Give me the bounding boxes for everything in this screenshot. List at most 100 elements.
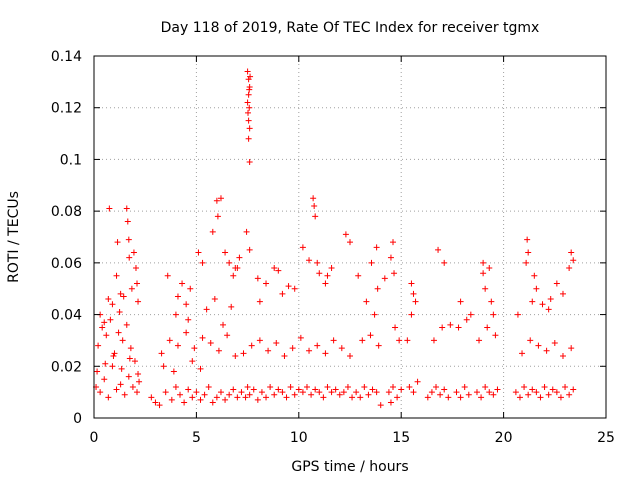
data-point <box>390 239 397 246</box>
data-point <box>245 91 252 98</box>
data-point <box>412 298 419 305</box>
data-point <box>207 340 214 347</box>
data-point <box>195 249 202 256</box>
data-point <box>256 298 263 305</box>
data-point <box>113 386 120 393</box>
data-point <box>320 394 327 401</box>
data-point <box>539 301 546 308</box>
data-point <box>512 389 519 396</box>
data-point <box>562 383 569 390</box>
data-point <box>494 386 501 393</box>
data-point <box>545 306 552 313</box>
data-point <box>116 308 123 315</box>
data-point <box>363 298 370 305</box>
data-point <box>275 386 282 393</box>
data-point <box>394 394 401 401</box>
data-point <box>117 290 124 297</box>
data-point <box>105 296 112 303</box>
data-point <box>215 347 222 354</box>
data-point <box>359 337 366 344</box>
data-point <box>95 342 102 349</box>
data-point <box>406 383 413 390</box>
data-point <box>396 337 403 344</box>
data-point <box>330 337 337 344</box>
data-point <box>222 249 229 256</box>
data-point <box>228 303 235 310</box>
data-point <box>245 135 252 142</box>
data-point <box>328 389 335 396</box>
data-point <box>344 383 351 390</box>
data-point <box>486 389 493 396</box>
data-point <box>127 345 134 352</box>
data-point <box>271 391 278 398</box>
data-point <box>246 391 253 398</box>
data-points <box>93 68 577 409</box>
data-point <box>246 246 253 253</box>
data-point <box>160 363 167 370</box>
data-point <box>126 254 133 261</box>
data-point <box>199 334 206 341</box>
data-point <box>324 383 331 390</box>
data-point <box>447 321 454 328</box>
data-point <box>101 319 108 326</box>
data-point <box>347 239 353 246</box>
x-tick-label: 25 <box>597 430 615 446</box>
data-point <box>355 272 362 279</box>
data-point <box>109 363 116 370</box>
data-point <box>490 311 497 318</box>
data-point <box>375 342 382 349</box>
data-point <box>338 345 345 352</box>
data-point <box>183 329 190 336</box>
data-point <box>281 352 288 359</box>
data-point <box>254 396 261 403</box>
data-point <box>553 280 560 287</box>
data-point <box>527 337 534 344</box>
data-point <box>523 259 530 266</box>
x-axis-label: GPS time / hours <box>291 459 408 475</box>
data-point <box>410 389 417 396</box>
data-point <box>111 350 118 357</box>
data-point <box>179 280 186 287</box>
data-point <box>238 389 245 396</box>
data-point <box>361 383 368 390</box>
data-point <box>480 259 487 266</box>
data-point <box>570 257 577 264</box>
data-point <box>308 391 315 398</box>
data-point <box>365 391 372 398</box>
data-point <box>134 280 141 287</box>
data-point <box>201 391 208 398</box>
data-point <box>519 350 526 357</box>
data-point <box>117 381 124 388</box>
data-point <box>391 270 398 277</box>
data-point <box>559 352 566 359</box>
data-point <box>353 389 360 396</box>
data-point <box>168 396 175 403</box>
data-point <box>217 195 224 202</box>
data-point <box>514 311 521 318</box>
data-point <box>316 270 323 277</box>
data-point <box>295 386 302 393</box>
data-point <box>263 394 270 401</box>
data-point <box>349 394 356 401</box>
data-point <box>243 228 250 235</box>
data-point <box>130 249 137 256</box>
data-point <box>541 383 548 390</box>
data-point <box>525 391 532 398</box>
x-tick-label: 10 <box>290 430 308 446</box>
data-point <box>529 298 536 305</box>
data-point <box>322 350 329 357</box>
data-point <box>316 389 323 396</box>
data-point <box>273 340 280 347</box>
data-point <box>390 383 397 390</box>
data-point <box>121 391 128 398</box>
data-point <box>234 394 241 401</box>
data-point <box>193 389 200 396</box>
data-point <box>240 350 247 357</box>
data-point <box>101 376 108 383</box>
data-point <box>245 109 252 116</box>
data-point <box>324 272 331 279</box>
data-point <box>183 301 190 308</box>
data-point <box>148 394 155 401</box>
data-point <box>529 386 536 393</box>
data-point <box>232 352 239 359</box>
